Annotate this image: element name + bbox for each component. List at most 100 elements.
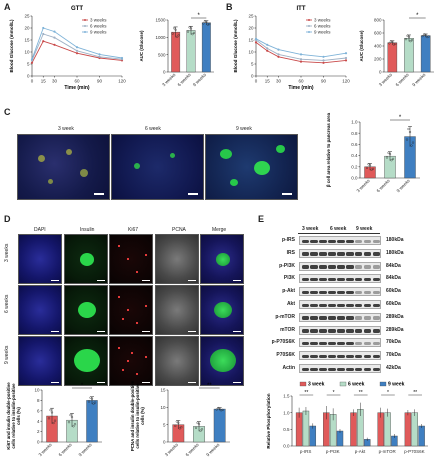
gtt-series-line-1 xyxy=(31,33,123,61)
gtt-point-1-4 xyxy=(98,55,101,58)
d-pcna-dot-1-1 xyxy=(197,423,201,426)
e-band-4-7 xyxy=(363,290,372,295)
itt-auc-ytick-label-1: 200 xyxy=(374,57,382,62)
e-band-0-2 xyxy=(319,239,327,243)
d-ki67-dot-2-2 xyxy=(93,401,97,404)
gtt-auc-ylabel-line-0: AUC (Glucose) xyxy=(139,30,144,62)
e-legend-swatch-0 xyxy=(299,381,307,387)
itt-auc-ytick-label-0: 0 xyxy=(379,70,382,75)
e-band-6-1 xyxy=(310,316,318,320)
d-ki67-ylabel-line-2: cells (%) xyxy=(16,407,21,425)
e-size-label-1: 180kDa xyxy=(386,249,404,256)
ki67-dot xyxy=(127,360,129,362)
ki67-dot xyxy=(136,322,138,324)
d-row-label-0: 3 weeks xyxy=(4,243,10,262)
itt-auc-bar-2 xyxy=(420,35,431,73)
e-band-2-1 xyxy=(310,265,318,269)
itt-auc-dot-1-2 xyxy=(410,39,414,42)
e-band-0-0 xyxy=(301,239,309,243)
panel-label-b: B xyxy=(226,2,233,12)
d-pcna-dot-0-3 xyxy=(175,420,178,423)
scale-bar xyxy=(51,331,59,332)
c-bar-dot-1-1 xyxy=(388,153,392,156)
d-ki67-dot-2-4 xyxy=(92,402,95,405)
gtt-auc-dot-1-4 xyxy=(191,33,194,36)
d-ki67-xtick-label-0: 3 weeks xyxy=(37,442,53,458)
scale-bar xyxy=(187,280,196,281)
e-band-0-4 xyxy=(337,239,345,243)
c-bar-ytick-label-4: 0.8 xyxy=(351,131,358,136)
d-ki67-ytick-label-5: 10 xyxy=(34,388,40,393)
e-band-8-3 xyxy=(328,341,336,346)
scale-bar xyxy=(187,331,196,332)
itt-point-2-3 xyxy=(299,53,303,56)
e-protein-label-7: mTOR xyxy=(280,326,295,333)
e-band-9-5 xyxy=(346,354,354,359)
e-xtick-label-1: p-PI3K xyxy=(326,449,340,454)
e-band-4-5 xyxy=(346,290,354,295)
e-legend-label-0: 3 week xyxy=(308,382,325,388)
itt-ytick-label-0: 0 xyxy=(251,74,254,79)
e-bar-1-2 xyxy=(336,430,344,447)
e-band-1-1 xyxy=(310,252,318,256)
c-bar-xtick-label-1: 6 weeks xyxy=(375,178,391,194)
d-micrograph-r2-c0 xyxy=(18,336,62,386)
d-micrograph-r1-c1 xyxy=(63,285,108,335)
c-bar-dot-1-4 xyxy=(390,159,393,162)
islet-blob xyxy=(214,302,232,319)
e-size-label-8: 70kDa xyxy=(386,339,401,346)
d-ki67-ylabel-line-1: cells relative to insulin-positive xyxy=(11,383,16,449)
e-band-2-2 xyxy=(319,265,327,269)
c-bar-dot-2-3 xyxy=(407,127,410,131)
d-col-label-0: DAPI xyxy=(34,227,46,233)
e-protein-label-0: p-IRS xyxy=(281,237,295,243)
c-micrograph-6week xyxy=(111,134,204,200)
gtt-auc-sig-label: * xyxy=(197,13,200,19)
e-band-0-6 xyxy=(354,239,363,243)
e-band-4-0 xyxy=(301,290,309,295)
d-ki67-dot-2-3 xyxy=(89,396,92,399)
ki67-dot xyxy=(145,356,147,358)
panel-label-a: A xyxy=(4,2,11,12)
e-band-7-7 xyxy=(363,329,372,333)
e-band-5-7 xyxy=(363,303,372,307)
e-band-7-2 xyxy=(319,329,327,333)
gtt-auc-dot-1-3 xyxy=(188,26,191,29)
itt-point-2-0 xyxy=(254,37,258,40)
d-col-label-3: PCNA xyxy=(172,227,186,233)
gtt-point-0-3 xyxy=(75,52,79,55)
c-bar-ytick-label-1: 0.2 xyxy=(351,164,358,169)
e-band-10-3 xyxy=(328,367,336,371)
d-ki67-dot-2-1 xyxy=(90,397,94,400)
gtt-point-2-5 xyxy=(120,56,124,60)
e-band-2-8 xyxy=(372,265,381,269)
e-xtick-label-2: p-Akt xyxy=(355,449,366,454)
d-micrograph-r2-c2 xyxy=(109,336,153,386)
e-protein-label-4: p-Akt xyxy=(282,288,295,295)
e-band-5-0 xyxy=(301,303,309,307)
e-blot-row-4 xyxy=(299,287,381,297)
gtt-auc-dot-0-3 xyxy=(173,27,176,30)
e-band-7-8 xyxy=(372,329,381,333)
d-pcna-dot-1-4 xyxy=(199,429,202,432)
e-band-5-5 xyxy=(346,303,354,307)
e-band-1-7 xyxy=(363,252,372,256)
gtt-xtick-label-2: 30 xyxy=(52,79,58,84)
gtt-auc-bar-2 xyxy=(201,22,211,73)
e-band-3-8 xyxy=(372,277,381,282)
gtt-xtick-label-1: 15 xyxy=(41,79,47,84)
scale-bar xyxy=(142,382,150,383)
d-pcna-xtick-label-1: 6 weeks xyxy=(184,442,200,458)
e-bar-3-1 xyxy=(384,412,391,447)
gtt-series-line-0 xyxy=(31,40,123,64)
ki67-dot xyxy=(122,318,124,320)
c-col-label-0: 3 week xyxy=(58,126,74,132)
d-ki67-xtick-label-1: 6 weeks xyxy=(57,442,73,458)
e-band-2-6 xyxy=(354,265,363,269)
e-band-4-1 xyxy=(310,290,318,295)
e-band-8-7 xyxy=(363,341,372,346)
c-bar-ytick-label-0: 0.0 xyxy=(351,176,358,181)
itt-series-line-2 xyxy=(255,38,347,58)
